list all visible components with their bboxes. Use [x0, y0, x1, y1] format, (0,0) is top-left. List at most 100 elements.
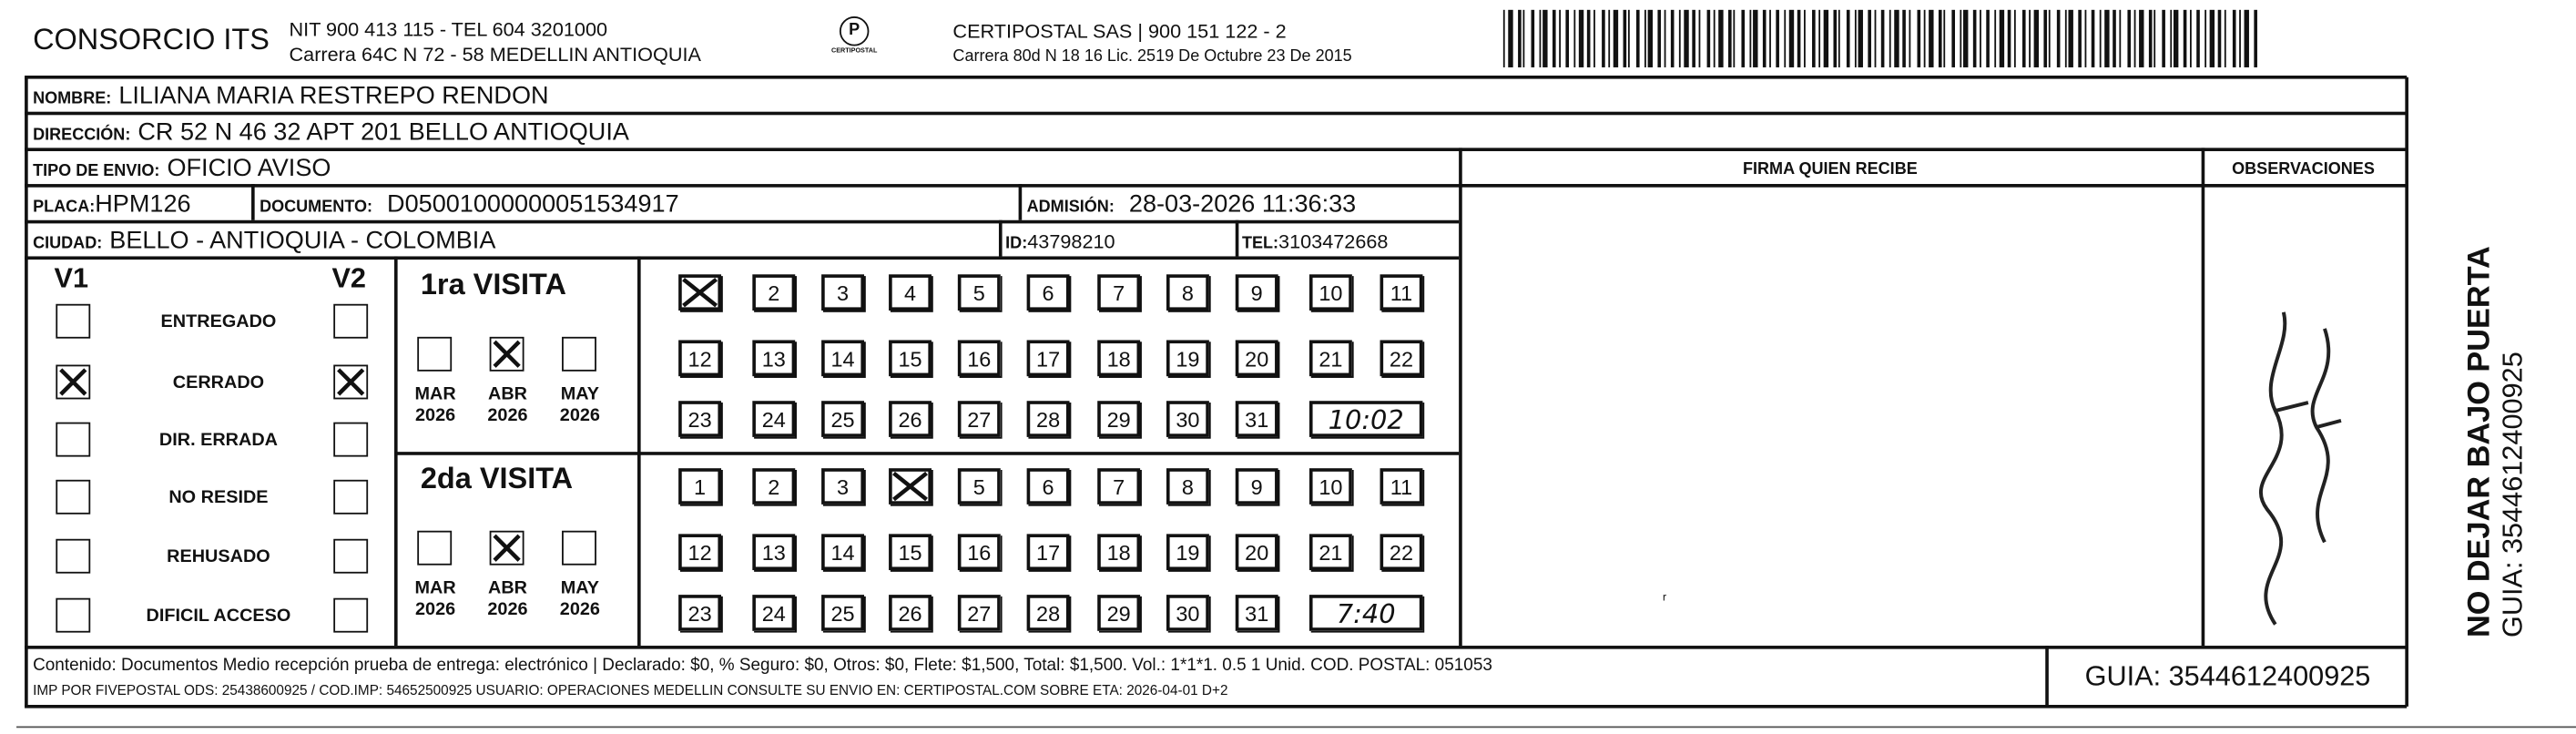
day-box-5[interactable]: 5 [957, 274, 1001, 311]
day-box-29[interactable]: 29 [1097, 401, 1141, 437]
time-box[interactable]: 10:02 [1308, 401, 1423, 437]
v1-checkbox[interactable] [56, 303, 91, 339]
day-box-22[interactable]: 22 [1380, 340, 1423, 377]
v2-label: V2 [331, 262, 366, 294]
day-box-26[interactable]: 26 [889, 595, 932, 631]
time-box[interactable]: 7:40 [1308, 595, 1423, 631]
v2-checkbox[interactable] [333, 422, 369, 457]
day-box-11[interactable]: 11 [1380, 468, 1423, 505]
visit-title: 1ra VISITA [420, 268, 566, 301]
day-box-31[interactable]: 31 [1235, 401, 1278, 437]
day-box-15[interactable]: 15 [889, 534, 932, 571]
day-box-18[interactable]: 18 [1097, 534, 1141, 571]
day-box-28[interactable]: 28 [1026, 401, 1070, 437]
day-box-6[interactable]: 6 [1026, 274, 1070, 311]
v2-checkbox[interactable] [333, 364, 369, 400]
day-box-30[interactable]: 30 [1166, 401, 1209, 437]
day-box-30[interactable]: 30 [1166, 595, 1209, 631]
day-box-2[interactable]: 2 [752, 468, 796, 505]
month-checkbox[interactable] [417, 530, 453, 566]
status-label: DIFICIL ACCESO [146, 606, 291, 627]
day-box-23[interactable]: 23 [678, 595, 722, 631]
v1-label: V1 [54, 262, 89, 294]
v2-checkbox[interactable] [333, 303, 369, 339]
day-box-14[interactable]: 14 [821, 340, 865, 377]
day-box-9[interactable]: 9 [1235, 274, 1278, 311]
day-box-26[interactable]: 26 [889, 401, 932, 437]
day-box-23[interactable]: 23 [678, 401, 722, 437]
day-box-24[interactable]: 24 [752, 595, 796, 631]
v1-checkbox[interactable] [56, 538, 91, 574]
day-box-7[interactable]: 7 [1097, 468, 1141, 505]
day-box-21[interactable]: 21 [1308, 340, 1352, 377]
day-box-8[interactable]: 8 [1166, 468, 1209, 505]
v1-checkbox[interactable] [56, 597, 91, 633]
visit-title: 2da VISITA [420, 461, 574, 495]
day-box-16[interactable]: 16 [957, 534, 1001, 571]
v2-checkbox[interactable] [333, 597, 369, 633]
day-box-29[interactable]: 29 [1097, 595, 1141, 631]
day-box-16[interactable]: 16 [957, 340, 1001, 377]
day-box-9[interactable]: 9 [1235, 468, 1278, 505]
day-box-8[interactable]: 8 [1166, 274, 1209, 311]
documento-field: DOCUMENTO: D05001000000051534917 [260, 190, 679, 219]
month-checkbox[interactable] [562, 336, 596, 372]
v1-checkbox[interactable] [56, 479, 91, 515]
v2-checkbox[interactable] [333, 479, 369, 515]
day-box-5[interactable]: 5 [957, 468, 1001, 505]
month-checkbox[interactable] [417, 336, 453, 372]
day-box-1[interactable]: 1 [678, 468, 722, 505]
day-box-19[interactable]: 19 [1166, 534, 1209, 571]
courier-address: Carrera 80d N 18 16 Lic. 2519 De Octubre… [952, 47, 1352, 66]
day-box-27[interactable]: 27 [957, 401, 1001, 437]
status-label: ENTREGADO [160, 311, 277, 332]
day-box-10[interactable]: 10 [1308, 468, 1352, 505]
day-box-13[interactable]: 13 [752, 340, 796, 377]
day-box-3[interactable]: 3 [821, 274, 865, 311]
id-field: ID:43798210 [1005, 229, 1115, 253]
day-box-2[interactable]: 2 [752, 274, 796, 311]
v2-checkbox[interactable] [333, 538, 369, 574]
day-box-11[interactable]: 11 [1380, 274, 1423, 311]
day-box-21[interactable]: 21 [1308, 534, 1352, 571]
day-box-20[interactable]: 20 [1235, 340, 1278, 377]
day-box-10[interactable]: 10 [1308, 274, 1352, 311]
month-checkbox[interactable] [562, 530, 596, 566]
day-box-6[interactable]: 6 [1026, 468, 1070, 505]
month-label: ABR 2026 [487, 384, 528, 426]
no-dejar-bajo-puerta: NO DEJAR BAJO PUERTA [2462, 246, 2498, 638]
day-box-1[interactable] [678, 274, 722, 311]
day-box-14[interactable]: 14 [821, 534, 865, 571]
day-box-22[interactable]: 22 [1380, 534, 1423, 571]
day-box-27[interactable]: 27 [957, 595, 1001, 631]
day-box-7[interactable]: 7 [1097, 274, 1141, 311]
imp-text: IMP POR FIVEPOSTAL ODS: 25438600925 / CO… [33, 681, 1228, 698]
x-mark [493, 534, 521, 562]
day-box-28[interactable]: 28 [1026, 595, 1070, 631]
day-box-18[interactable]: 18 [1097, 340, 1141, 377]
v1-checkbox[interactable] [56, 422, 91, 457]
contenido-text: Contenido: Documentos Medio recepción pr… [33, 655, 1492, 676]
month-label: MAR 2026 [414, 578, 456, 620]
day-box-4[interactable]: 4 [889, 274, 932, 311]
month-checkbox[interactable] [489, 530, 524, 566]
v1-checkbox[interactable] [56, 364, 91, 400]
day-box-4[interactable] [889, 468, 932, 505]
day-box-12[interactable]: 12 [678, 534, 722, 571]
day-box-25[interactable]: 25 [821, 401, 865, 437]
status-label: DIR. ERRADA [158, 430, 279, 451]
day-box-15[interactable]: 15 [889, 340, 932, 377]
day-box-20[interactable]: 20 [1235, 534, 1278, 571]
day-box-19[interactable]: 19 [1166, 340, 1209, 377]
month-checkbox[interactable] [489, 336, 524, 372]
day-box-24[interactable]: 24 [752, 401, 796, 437]
day-box-13[interactable]: 13 [752, 534, 796, 571]
day-box-17[interactable]: 17 [1026, 534, 1070, 571]
day-box-12[interactable]: 12 [678, 340, 722, 377]
day-box-3[interactable]: 3 [821, 468, 865, 505]
day-box-25[interactable]: 25 [821, 595, 865, 631]
day-box-17[interactable]: 17 [1026, 340, 1070, 377]
ciudad-field: CIUDAD: BELLO - ANTIOQUIA - COLOMBIA [33, 226, 496, 255]
day-box-31[interactable]: 31 [1235, 595, 1278, 631]
